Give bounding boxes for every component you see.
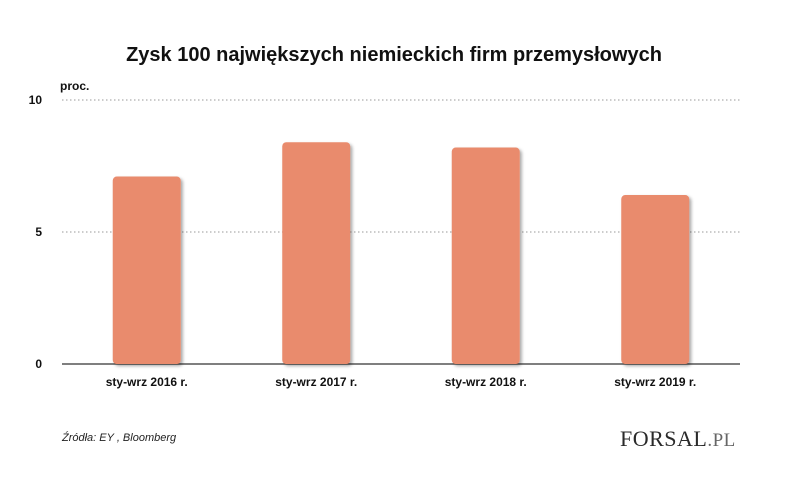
chart-title: Zysk 100 największych niemieckich firm p… xyxy=(126,44,662,66)
logo-suffix-text: .PL xyxy=(707,430,736,451)
y-tick-label: 5 xyxy=(35,225,42,239)
bar xyxy=(621,195,690,364)
logo-main-text: FORSAL xyxy=(620,426,708,451)
bar xyxy=(112,176,181,364)
bar xyxy=(451,147,520,364)
x-tick-label: sty-wrz 2017 r. xyxy=(275,375,357,389)
y-tick-label: 0 xyxy=(35,357,42,371)
forsal-logo: FORSAL.PL xyxy=(620,426,736,452)
bar xyxy=(282,142,351,364)
x-tick-label: sty-wrz 2018 r. xyxy=(445,375,527,389)
x-tick-label: sty-wrz 2019 r. xyxy=(614,375,696,389)
x-tick-label: sty-wrz 2016 r. xyxy=(106,375,188,389)
y-axis-unit-label: proc. xyxy=(60,79,89,93)
source-note: Źródła: EY , Bloomberg xyxy=(62,432,177,444)
y-tick-label: 10 xyxy=(29,93,43,107)
